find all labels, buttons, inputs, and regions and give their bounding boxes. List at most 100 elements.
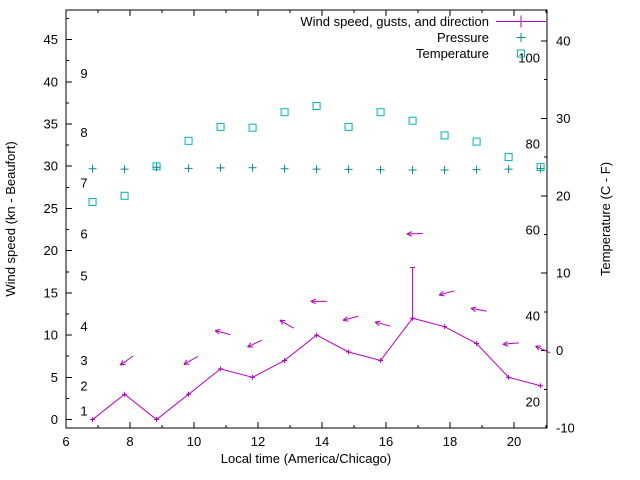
temperature-point (120, 191, 129, 200)
temperature-point (472, 137, 481, 146)
fahrenheit-scale-labels: 20 40 60 80 100 (518, 51, 540, 410)
y-axis-label-left: Wind speed (kn - Beaufort) (3, 141, 18, 296)
wind-arrow-head (406, 233, 413, 237)
plot-area: 6 8 10 12 14 16 18 20051015202530354045-1001020… (44, 9, 575, 449)
y-left-tick-label: 5 (51, 370, 58, 385)
x-axis-label: Local time (America/Chicago) (221, 451, 392, 466)
wind-arrow-head (439, 294, 445, 297)
wind-arrow-shaft (502, 342, 519, 345)
fahrenheit-label: 20 (526, 395, 540, 410)
y-left-tick-label: 25 (44, 201, 58, 216)
wind-arrow-shaft (406, 232, 423, 235)
wind-arrow-head (214, 330, 220, 335)
wind-speed-point (154, 417, 160, 423)
wind-arrow-shaft (438, 290, 455, 296)
y-right-tick-label: 20 (556, 188, 570, 203)
beaufort-label: 1 (80, 404, 87, 419)
wind-arrow-head (470, 306, 477, 309)
y-left-tick-label: 20 (44, 243, 58, 258)
pressure-point (344, 165, 353, 174)
pressure-point (312, 165, 321, 174)
y-left-tick-label: 10 (44, 328, 58, 343)
beaufort-label: 2 (80, 378, 87, 393)
axes (65, 9, 548, 429)
wind-arrow-head (502, 341, 508, 345)
legend-label-temperature: Temperature (416, 46, 489, 61)
fahrenheit-label: 80 (526, 137, 540, 152)
temperature-point (280, 108, 289, 117)
y-left-tick-label: 30 (44, 159, 58, 174)
wind-arrow-shaft (183, 356, 198, 365)
y-left-tick-label: 15 (44, 285, 58, 300)
pressure-point (280, 164, 289, 173)
pressure-point (504, 165, 513, 174)
beaufort-label: 9 (80, 66, 87, 81)
legend-label-wind: Wind speed, gusts, and direction (300, 14, 489, 29)
pressure-point (536, 164, 545, 173)
temperature-point (88, 197, 97, 206)
pressure-point (152, 163, 161, 172)
y-left-tick-label: 35 (44, 117, 58, 132)
temperature-point (248, 123, 257, 132)
wind-speed-point (250, 374, 256, 380)
temperature-point (312, 101, 321, 110)
y-left-tick-label: 0 (51, 412, 58, 427)
pressure-point (120, 165, 129, 174)
y-axis-label-right: Temperature (C - F) (598, 162, 613, 276)
wind-arrow-shaft (374, 321, 391, 327)
temperature-series (88, 101, 545, 206)
wind-arrow-shaft (247, 339, 263, 348)
x-tick-label: 12 (251, 434, 265, 449)
wind-arrow-shaft (214, 330, 231, 336)
temperature-point (504, 153, 513, 162)
pressure-point (184, 164, 193, 173)
x-tick-label: 6 (62, 434, 69, 449)
wind-speed-point (442, 324, 448, 330)
legend-temperature-square-marker (517, 49, 525, 58)
y-right-tick-label: 0 (556, 343, 563, 358)
legend-pressure-plus-marker (516, 33, 526, 42)
wind-speed-point (122, 391, 128, 397)
wind-arrow-head (279, 319, 284, 325)
wind-arrow-head (310, 298, 317, 302)
wind-arrow-head (310, 300, 317, 305)
y-right-tick-label: -10 (556, 421, 575, 436)
pressure-point (408, 166, 417, 175)
wind-speed-point (506, 374, 512, 380)
temperature-point (440, 131, 449, 140)
temperature-point (408, 116, 417, 125)
y-right-tick-label: 10 (556, 266, 570, 281)
wind-arrow-head (183, 359, 188, 365)
beaufort-scale-labels: 1 2 3 4 5 6 7 8 9 (80, 66, 87, 419)
x-tick-label: 10 (187, 434, 201, 449)
x-tick-label: 16 (379, 434, 393, 449)
beaufort-label: 3 (80, 353, 87, 368)
wind-arrow-shaft (470, 307, 487, 312)
wind-arrow-head (535, 345, 540, 351)
wind-arrow-head (119, 360, 124, 366)
wind-direction-arrows (119, 231, 551, 366)
wind-series (90, 267, 544, 423)
temperature-point (216, 122, 225, 131)
beaufort-label: 6 (80, 226, 87, 241)
y-right-tick-label: 30 (556, 111, 570, 126)
x-tick-label: 20 (507, 434, 521, 449)
wind-arrow-head (214, 329, 221, 331)
wind-arrow-head (502, 343, 509, 347)
y-left-tick-label: 40 (44, 74, 58, 89)
x-tick-label: 18 (443, 434, 457, 449)
wind-speed-point (538, 383, 544, 389)
temperature-point (376, 108, 385, 117)
axis-tick-labels: 6 8 10 12 14 16 18 20051015202530354045-1001020… (44, 32, 575, 449)
wind-speed-point (186, 391, 192, 397)
temperature-point (344, 122, 353, 131)
wind-arrow-shaft (535, 345, 551, 354)
wind-speed-point (282, 357, 288, 363)
wind-arrow-shaft (119, 355, 134, 366)
beaufort-label: 8 (80, 125, 87, 140)
temperature-point (184, 136, 193, 145)
wind-arrow-head (343, 319, 349, 322)
wind-arrow-shaft (279, 319, 294, 329)
